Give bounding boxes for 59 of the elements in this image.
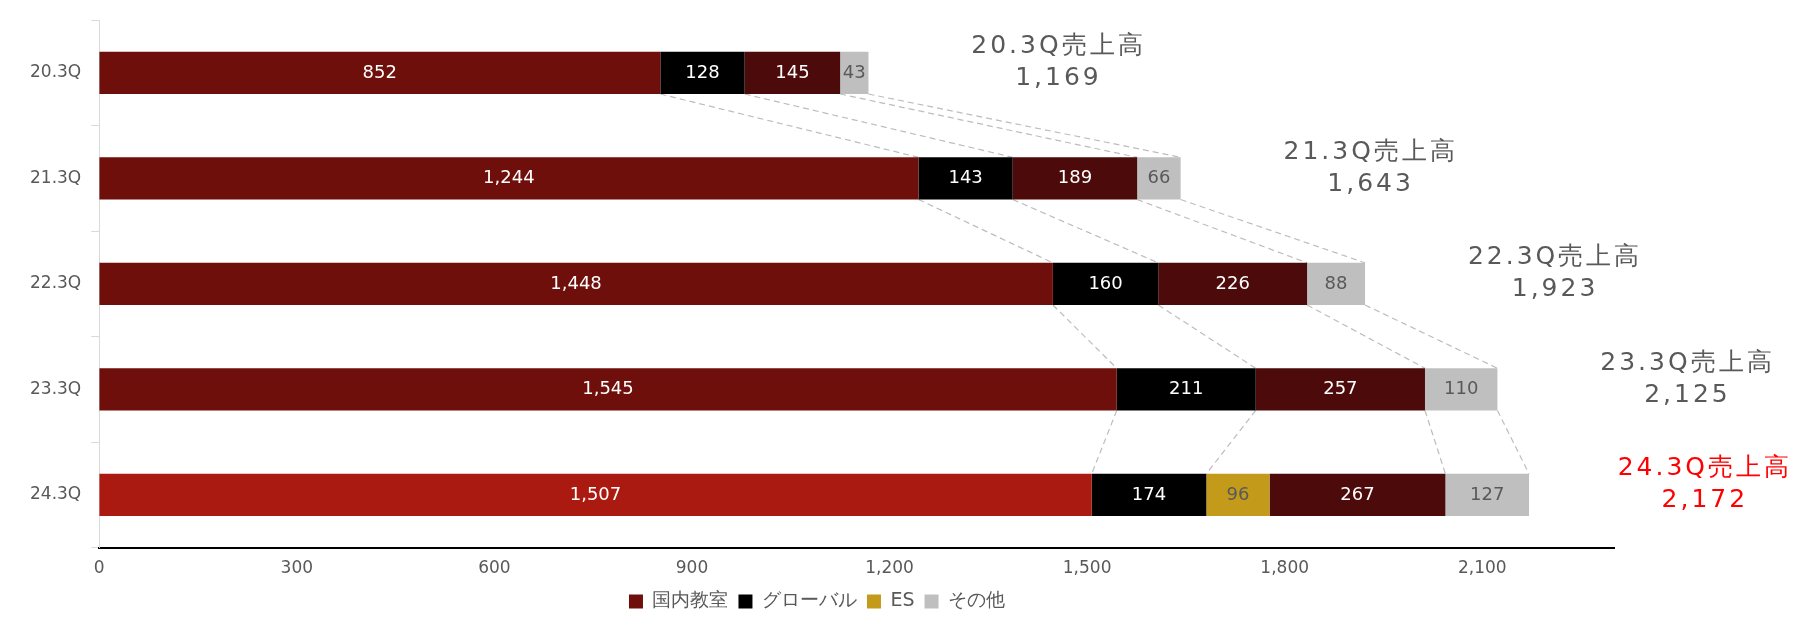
annotation: 21.3Q売上高 1,643 xyxy=(1283,135,1458,197)
x-tick-label: 600 xyxy=(478,557,511,578)
x-tick-label: 300 xyxy=(280,557,314,578)
x-tick-label: 2,100 xyxy=(1457,557,1507,578)
bar xyxy=(1052,262,1159,305)
x-tick-label: 1,500 xyxy=(1062,557,1112,578)
data-label: 267 xyxy=(1340,482,1375,504)
y-tick-label: 23.3Q xyxy=(30,377,82,398)
data-label: 96 xyxy=(1226,482,1250,504)
text: 24.3Q売上高 2,172 xyxy=(1617,452,1792,514)
data-label: 1,244 xyxy=(483,166,535,188)
x-tick-label: 1,200 xyxy=(865,557,914,578)
annotation: 22.3Q売上高 1,923 xyxy=(1467,241,1643,303)
bar xyxy=(99,473,1092,516)
legend-label: グローバル xyxy=(761,588,857,611)
data-label: 852 xyxy=(362,60,397,82)
data-label: 189 xyxy=(1057,166,1093,188)
annotation: 20.3Q売上高 1,169 xyxy=(971,30,1146,92)
data-label: 88 xyxy=(1324,271,1348,293)
data-label: 174 xyxy=(1131,482,1167,504)
data-label: 110 xyxy=(1444,377,1479,399)
annotation: 23.3Q売上高 2,125 xyxy=(1600,346,1775,408)
bar xyxy=(99,51,661,95)
y-tick-label: 24.3Q xyxy=(30,483,82,504)
x-tick-label: 0 xyxy=(93,557,105,578)
bar xyxy=(1091,473,1207,516)
x-tick-label: 1,800 xyxy=(1260,557,1310,578)
data-label: 1,507 xyxy=(569,482,622,504)
bar xyxy=(99,157,919,200)
data-label: 43 xyxy=(842,60,866,82)
bar xyxy=(1116,368,1256,411)
data-label: 128 xyxy=(685,60,720,82)
data-label: 257 xyxy=(1323,377,1358,399)
legend-label: その他 xyxy=(948,588,1006,611)
bar xyxy=(918,157,1013,200)
data-label: 1,545 xyxy=(582,377,634,399)
bar xyxy=(1255,368,1425,411)
bar xyxy=(1206,473,1270,516)
bar xyxy=(660,51,745,95)
data-label: 127 xyxy=(1470,482,1505,504)
y-tick-label: 21.3Q xyxy=(30,166,82,187)
bar xyxy=(1269,473,1446,516)
bar xyxy=(1158,262,1308,305)
data-label: 1,448 xyxy=(550,271,602,293)
y-tick-label: 22.3Q xyxy=(30,272,82,293)
bar xyxy=(744,51,841,95)
data-label: 226 xyxy=(1215,271,1250,293)
legend-label: 国内教室 xyxy=(652,588,729,611)
data-label: 160 xyxy=(1088,271,1123,293)
data-label: 143 xyxy=(948,166,983,188)
y-tick-label: 20.3Q xyxy=(30,61,82,82)
data-label: 145 xyxy=(775,60,810,82)
data-label: 66 xyxy=(1147,166,1171,188)
legend-label: ES xyxy=(890,588,915,611)
bar xyxy=(99,368,1117,411)
bar xyxy=(1012,157,1138,200)
x-tick-label: 900 xyxy=(675,557,709,578)
bar xyxy=(99,262,1053,305)
data-label: 211 xyxy=(1169,377,1204,399)
